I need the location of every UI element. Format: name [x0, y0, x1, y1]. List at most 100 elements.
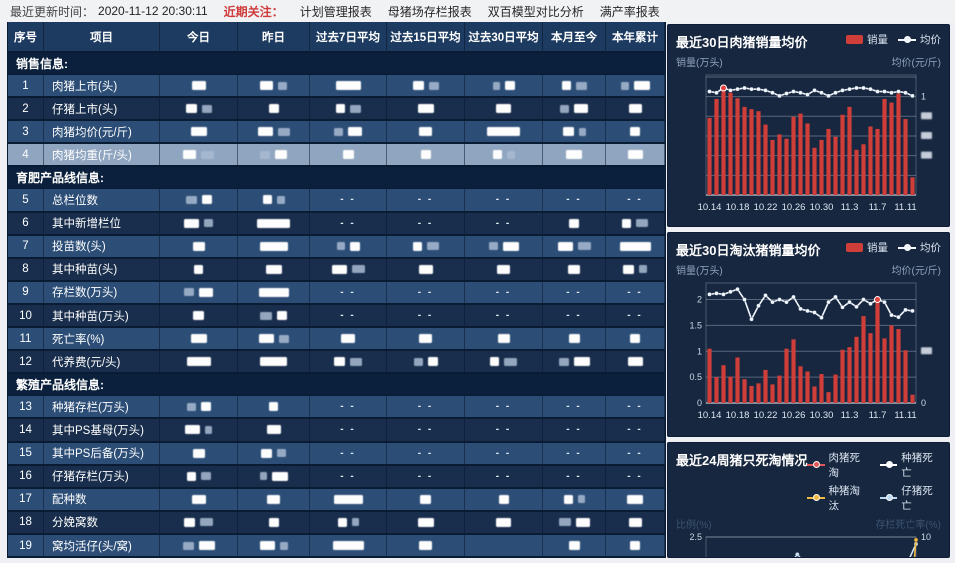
cell-value: - -: [387, 281, 465, 303]
legend-item-1[interactable]: 肉猪死淘: [807, 450, 868, 480]
chart-canvas: 2 1.5 1 0.5 0 0 10.14 10.18 10.22 10.26 10.30 11.3 1…: [689, 282, 932, 421]
table-row[interactable]: 15 其中PS后备(万头) - - - - - - - - - -: [8, 442, 665, 466]
x-axis-tick-label: 10.22: [754, 410, 778, 421]
table-row[interactable]: 17 配种数: [8, 488, 665, 512]
redacted-value-block: [575, 517, 590, 527]
bar: [756, 111, 761, 195]
no-data-dash: - -: [495, 401, 512, 413]
x-axis-tick-label: 10.26: [782, 410, 806, 421]
table-row[interactable]: 18 分娩窝数: [8, 511, 665, 535]
legend-line-dot-swatch-icon: [898, 243, 916, 251]
table-row[interactable]: 8 其中种苗(头): [8, 258, 665, 282]
chart-card-head: 最近30日肉猪销量均价 销量 均价: [676, 32, 941, 51]
table-row[interactable]: 6 其中新增栏位 - - - - - -: [8, 212, 665, 236]
bar: [798, 113, 803, 195]
redacted-value-block: [350, 357, 362, 366]
table-row[interactable]: 19 窝均活仔(头/窝): [8, 534, 665, 559]
report-links: 计划管理报表 母猪场存栏报表 双百模型对比分析 满产率报表: [284, 3, 660, 20]
no-data-dash: - -: [627, 401, 643, 413]
axis-tick-label: 0: [697, 398, 702, 408]
report-link-3[interactable]: 双百模型对比分析: [487, 4, 584, 19]
redacted-value-block: [568, 334, 580, 344]
legend-item-2[interactable]: 均价: [898, 240, 941, 255]
table-row[interactable]: 13 种猪存栏(万头) - - - - - - - - - -: [8, 396, 665, 420]
redacted-value-block: [204, 219, 213, 228]
legend-dot-icon: [812, 494, 820, 501]
row-label: 肉猪上市(头): [44, 75, 160, 97]
redacted-value-block: [261, 448, 272, 458]
row-number: 19: [8, 534, 44, 557]
legend-item-3[interactable]: 种猪淘汰: [807, 483, 868, 513]
cell-value: [160, 396, 238, 418]
data-point: [791, 89, 796, 94]
cell-value: [465, 511, 543, 533]
data-point: [791, 294, 796, 300]
redacted-value-block: [201, 104, 212, 113]
data-point: [868, 301, 873, 306]
redacted-value-block: [504, 81, 515, 91]
table-row[interactable]: 11 死亡率(%): [8, 328, 665, 352]
cell-value: [310, 351, 387, 373]
cell-value: [606, 121, 665, 143]
table-row[interactable]: 16 仔猪存栏(万头) - - - - - - - - - -: [8, 465, 665, 489]
axis-tick-label: 0.5: [689, 372, 702, 382]
no-data-dash: - -: [627, 424, 643, 436]
cell-value: [160, 304, 238, 327]
cell-value: [160, 98, 238, 120]
cell-value: [543, 351, 606, 373]
bar: [840, 349, 845, 403]
redacted-value-block: [266, 425, 281, 435]
table-row[interactable]: 12 代养费(元/头): [8, 351, 665, 375]
data-point: [896, 314, 901, 320]
cell-value: [465, 144, 543, 166]
no-data-dash: - -: [627, 470, 643, 482]
table-row[interactable]: 4 肉猪均重(斤/头): [8, 144, 665, 168]
report-link-1[interactable]: 计划管理报表: [299, 4, 372, 19]
table-row[interactable]: 14 其中PS基母(万头) - - - - - - - - - -: [8, 419, 665, 443]
table-row[interactable]: 2 仔猪上市(头): [8, 98, 665, 122]
chart-canvas: 2.521.51086: [689, 532, 931, 557]
data-point: [756, 86, 761, 92]
cell-value: [238, 304, 310, 327]
legend-item-2[interactable]: 均价: [898, 32, 941, 47]
legend-item-2[interactable]: 种猪死亡: [880, 450, 941, 480]
report-link-4[interactable]: 满产率报表: [599, 4, 660, 19]
cell-value: [238, 144, 310, 166]
redacted-value-block: [492, 150, 502, 160]
legend-item-4[interactable]: 仔猪死亡: [880, 483, 941, 513]
y-right-axis-label: 存栏死亡率(%): [875, 520, 941, 531]
cell-value: [310, 511, 387, 533]
table-row[interactable]: 10 其中种苗(万头) - - - - - - - - - -: [8, 304, 665, 329]
data-point: [728, 289, 733, 295]
table-row[interactable]: 3 肉猪均价(元/斤): [8, 121, 665, 145]
report-link-2[interactable]: 母猪场存栏报表: [387, 4, 472, 19]
redacted-value-block: [260, 357, 287, 367]
redacted-axis-tick: [921, 112, 932, 120]
redacted-value-block: [568, 264, 580, 274]
cell-value: - -: [465, 419, 543, 441]
chart-legend: 肉猪死淘 种猪死亡 种猪淘汰 仔猪死亡: [807, 450, 941, 513]
redacted-value-block: [335, 81, 361, 91]
redacted-value-block: [334, 357, 345, 367]
cell-value: - -: [606, 189, 665, 211]
legend-item-1[interactable]: 销量: [846, 240, 888, 255]
cell-value: [387, 511, 465, 533]
chart-title: 最近30日淘汰猪销量均价: [676, 243, 821, 258]
cell-value: [543, 328, 606, 350]
table-row[interactable]: 5 总栏位数 - - - - - - - - - -: [8, 189, 665, 213]
table-row[interactable]: 9 存栏数(万头) - - - - - - - - - -: [8, 281, 665, 305]
row-label: 窝均活仔(头/窝): [44, 534, 160, 557]
cell-value: [606, 328, 665, 350]
row-label: 种猪存栏(万头): [44, 396, 160, 418]
redacted-value-block: [633, 81, 650, 91]
table-row[interactable]: 7 投苗数(头): [8, 235, 665, 259]
redacted-value-block: [502, 241, 519, 251]
redacted-value-block: [496, 517, 511, 527]
legend-item-1[interactable]: 销量: [846, 32, 888, 47]
table-row[interactable]: 1 肉猪上市(头): [8, 75, 665, 99]
redacted-value-block: [332, 541, 364, 551]
data-point: [756, 303, 761, 309]
no-data-dash: - -: [417, 286, 434, 298]
row-number: 7: [8, 235, 44, 257]
legend-label: 均价: [920, 242, 941, 254]
